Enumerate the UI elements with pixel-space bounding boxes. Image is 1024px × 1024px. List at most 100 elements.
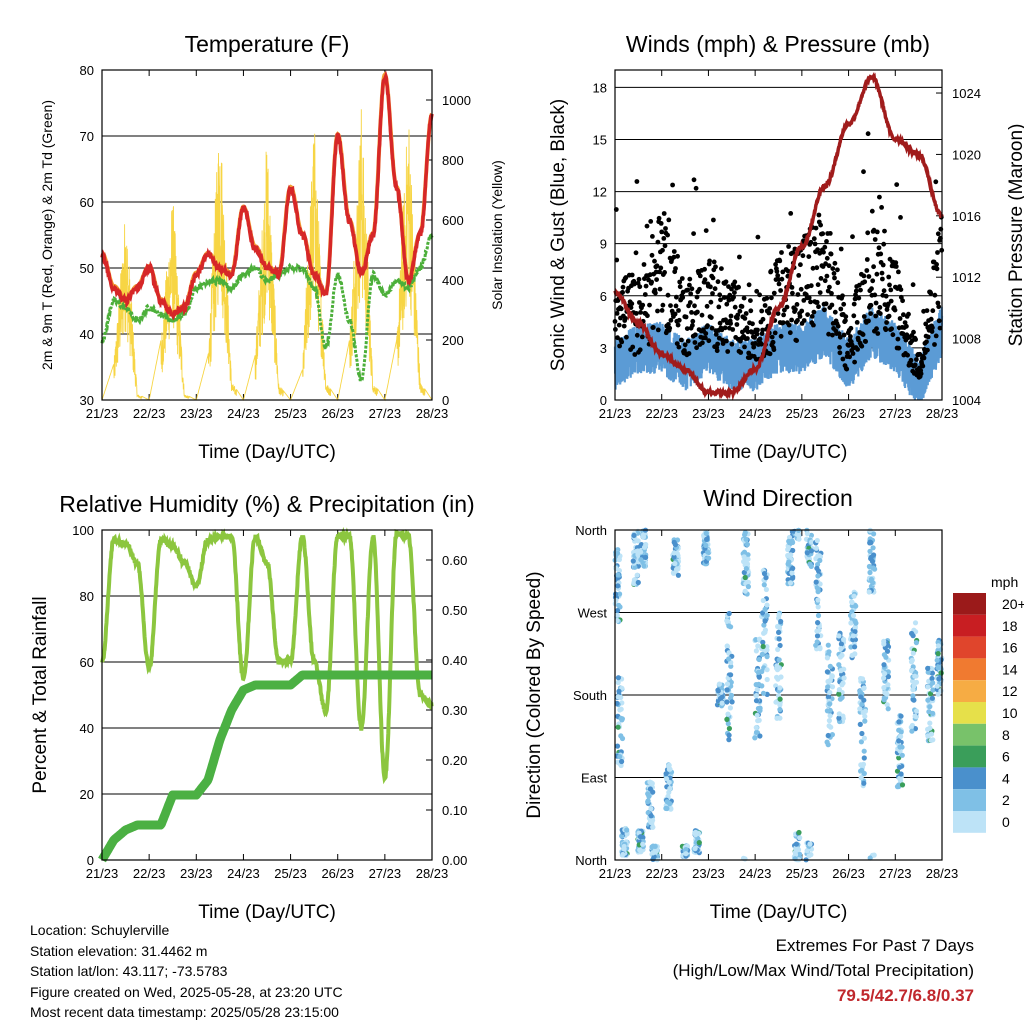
gust-point — [877, 311, 883, 316]
direction-point — [857, 706, 863, 712]
gust-point — [620, 290, 625, 295]
y2-axis-label: Solar Insolation (Yellow) — [489, 160, 505, 310]
direction-point — [755, 705, 762, 712]
direction-point — [786, 559, 792, 565]
gust-point — [677, 284, 683, 290]
gust-point — [779, 276, 785, 282]
gust-point — [621, 323, 627, 329]
gust-point — [655, 308, 660, 314]
gust-point — [642, 292, 648, 297]
direction-point — [618, 762, 624, 769]
direction-point — [868, 540, 874, 546]
gust-point — [618, 306, 624, 312]
direction-point — [848, 644, 854, 650]
legend-title: mph — [991, 574, 1018, 590]
gust-point — [666, 322, 671, 327]
direction-point — [774, 663, 780, 669]
y-axis-label: Sonic Wind & Gust (Blue, Black) — [548, 99, 569, 371]
gust-point — [650, 325, 656, 330]
direction-point — [706, 555, 712, 561]
direction-point — [857, 721, 863, 728]
gust-point — [873, 300, 879, 306]
direction-point — [726, 623, 732, 629]
direction-point — [826, 718, 833, 724]
gust-point — [861, 169, 866, 175]
gust-point — [830, 332, 835, 338]
direction-point — [861, 685, 867, 692]
gust-point — [724, 301, 730, 307]
direction-point — [753, 693, 760, 699]
direction-point — [743, 557, 750, 563]
direction-point — [664, 805, 670, 812]
direction-point — [849, 599, 855, 606]
gust-point — [695, 309, 700, 315]
gust-point — [827, 231, 833, 236]
gust-point — [816, 304, 821, 310]
direction-point — [827, 689, 833, 696]
direction-point — [825, 684, 831, 690]
direction-point — [930, 680, 936, 686]
gust-point — [687, 300, 693, 305]
chart-title: Relative Humidity (%) & Precipitation (i… — [59, 491, 474, 517]
gust-point — [824, 239, 829, 244]
gust-point — [901, 312, 906, 318]
direction-point — [910, 650, 916, 656]
gust-point — [930, 325, 935, 331]
legend-label: 10 — [1002, 705, 1018, 721]
direction-point — [762, 629, 768, 635]
extremes-title: Extremes For Past 7 Days — [775, 936, 974, 955]
gust-point — [880, 276, 885, 282]
y-tick-label: East — [581, 771, 607, 786]
gust-point — [770, 339, 776, 345]
x-tick-label: 27/23 — [369, 866, 402, 881]
direction-point — [908, 724, 914, 730]
gust-point — [823, 301, 829, 307]
direction-point — [910, 678, 916, 684]
gust-point — [879, 205, 884, 210]
y-tick-label: 80 — [80, 589, 94, 604]
direction-point — [785, 546, 791, 553]
speed-legend: mph 20+ 18 16 14 12 10 8 6 4 2 0 — [953, 574, 1024, 833]
direction-point — [836, 715, 842, 721]
direction-point — [925, 669, 931, 675]
direction-point — [869, 558, 876, 565]
direction-point — [615, 572, 621, 578]
gust-point — [649, 252, 655, 258]
direction-point — [815, 604, 821, 610]
direction-point — [899, 752, 905, 758]
gust-point — [706, 338, 712, 344]
direction-point — [760, 597, 766, 604]
gust-point — [676, 317, 682, 323]
direction-point — [728, 663, 734, 669]
direction-point — [777, 642, 783, 649]
x-tick-label: 28/23 — [416, 406, 449, 421]
direction-point — [775, 646, 781, 653]
y-tick-label: 0 — [600, 393, 607, 408]
gust-point — [817, 250, 823, 256]
direction-point — [787, 580, 794, 586]
gust-point — [655, 239, 661, 245]
gust-point — [641, 262, 647, 267]
y2-tick-label: 1012 — [952, 270, 981, 285]
gust-point — [757, 292, 762, 298]
direction-point — [861, 748, 867, 754]
gust-point — [634, 311, 639, 316]
gust-point — [703, 331, 709, 336]
gust-point — [920, 363, 926, 369]
gust-point — [889, 326, 894, 332]
direction-point — [898, 713, 904, 719]
direction-point — [703, 530, 709, 536]
gust-point — [700, 340, 705, 346]
gust-point — [748, 298, 753, 303]
direction-point — [925, 697, 931, 703]
gust-point — [874, 326, 879, 332]
gust-point — [811, 309, 817, 315]
direction-point — [797, 835, 803, 841]
gust-point — [877, 194, 882, 200]
gust-point — [936, 318, 942, 324]
y2-tick-label: 1020 — [952, 147, 981, 162]
gust-point — [766, 310, 772, 316]
direction-point — [848, 620, 854, 626]
direction-point — [824, 739, 830, 745]
chart-title: Wind Direction — [703, 485, 853, 511]
